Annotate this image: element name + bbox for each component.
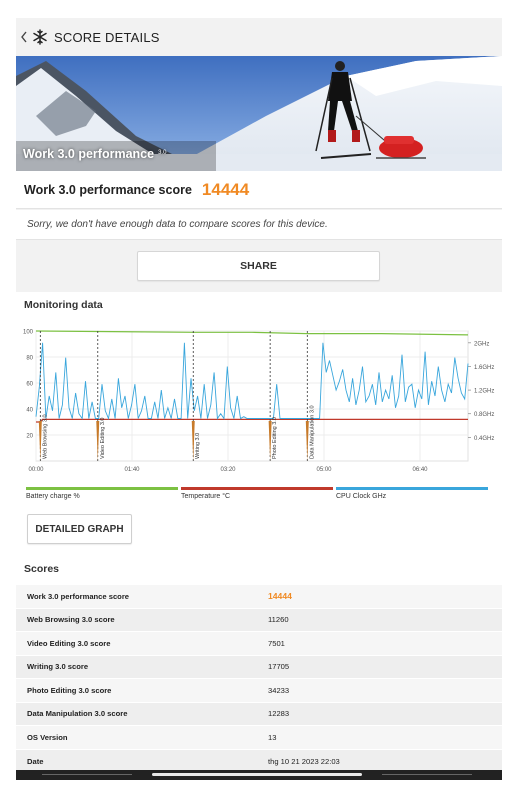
x-tick-label: 05:00 <box>316 467 332 473</box>
scores-section: Scores Work 3.0 performance score 14444 W… <box>16 554 502 773</box>
score-row-value: 13 <box>268 732 277 742</box>
table-row: OS Version 13 <box>16 725 502 749</box>
series-line-temperature <box>36 418 468 423</box>
score-row-value: 34233 <box>268 685 290 695</box>
score-row-label: Date <box>27 756 44 766</box>
phase-marker-spike <box>38 421 42 461</box>
system-navigation-bar <box>16 770 502 780</box>
y-right-tick-label: 0.4GHz <box>474 436 494 442</box>
score-row-value: 17705 <box>268 662 290 672</box>
x-tick-label: 00:00 <box>28 467 44 473</box>
legend-label-temperature: Temperature °C <box>181 493 231 500</box>
legend-swatch-cpu <box>336 487 488 490</box>
y-right-tick-label: 1.2GHz <box>474 389 494 395</box>
monitoring-chart: 20 40 60 80 100 0.4GHz 0.8GHz 1.2GHz 1.6GHz 2GHz 0… <box>23 330 494 474</box>
hero-title: Work 3.0 performance 3.0 <box>23 147 167 161</box>
page-title: SCORE DETAILS <box>54 29 160 45</box>
y-right-tick-label: 2GHz <box>474 341 489 347</box>
phase-marker-spike <box>305 421 309 461</box>
score-row-label: Work 3.0 performance score <box>27 591 129 601</box>
hero-version-sup: 3.0 <box>158 150 167 156</box>
series-line-battery <box>35 330 469 336</box>
phase-marker-spike <box>268 421 272 461</box>
series-line-cpu <box>35 342 469 421</box>
plot-area <box>35 330 469 462</box>
y-right-tick-label: 0.8GHz <box>474 412 494 418</box>
score-row-value: 7501 <box>268 638 285 648</box>
score-value: 14444 <box>201 179 250 199</box>
phase-marker-label: Web Browsing 3.0 <box>42 414 48 459</box>
score-row-label: Photo Editing 3.0 score <box>27 685 112 695</box>
snowflake-icon <box>33 29 47 45</box>
score-row-label: Video Editing 3.0 score <box>27 638 111 648</box>
monitoring-section: Monitoring data 20 40 60 80 100 0.4GHz 0.8GHz 1… <box>16 292 502 564</box>
legend-label-battery: Battery charge % <box>26 493 80 500</box>
x-tick-label: 01:40 <box>124 467 140 473</box>
table-row: Data Manipulation 3.0 score 12283 <box>16 702 502 726</box>
phase-marker-label: Writing 3.0 <box>195 433 201 459</box>
share-button[interactable]: SHARE <box>137 251 380 281</box>
nav-divider-left <box>42 774 132 775</box>
phase-marker-label: Data Manipulation 3.0 <box>309 405 315 459</box>
score-row-label: OS Version <box>27 732 68 742</box>
score-row-label: Web Browsing 3.0 score <box>27 615 115 625</box>
scores-title: Scores <box>24 563 60 575</box>
overall-score-card: Work 3.0 performance score 14444 <box>16 171 502 209</box>
y-left-tick-label: 100 <box>23 330 34 336</box>
chevron-left-icon[interactable] <box>18 27 30 47</box>
table-row: Photo Editing 3.0 score 34233 <box>16 678 502 702</box>
hero-skier-image <box>16 56 502 171</box>
phase-marker-label: Video Editing 3.0 <box>100 418 106 460</box>
monitoring-title: Monitoring data <box>24 299 103 311</box>
legend-item-cpu: CPU Clock GHz <box>336 487 488 500</box>
score-row-label: Writing 3.0 score <box>27 662 89 672</box>
table-row: Web Browsing 3.0 score 11260 <box>16 608 502 632</box>
legend-item-temperature: Temperature °C <box>181 487 333 500</box>
table-row: Writing 3.0 score 17705 <box>16 655 502 679</box>
y-right-tick-label: 1.6GHz <box>474 365 494 371</box>
legend-swatch-temperature <box>181 487 333 490</box>
phase-marker-label: Photo Editing 3.0 <box>272 417 278 459</box>
hero-banner: Work 3.0 performance 3.0 <box>16 56 502 171</box>
phase-marker-spike <box>96 421 100 461</box>
table-row: Video Editing 3.0 score 7501 <box>16 631 502 655</box>
nav-divider-right <box>382 774 472 775</box>
score-row-value: 14444 <box>268 591 292 602</box>
detailed-graph-button[interactable]: DETAILED GRAPH <box>27 514 132 544</box>
score-row-value: thg 10 21 2023 22:03 <box>268 756 340 766</box>
table-row: Work 3.0 performance score 14444 <box>16 584 502 608</box>
comparison-notice: Sorry, we don't have enough data to comp… <box>16 210 502 240</box>
y-left-tick-label: 80 <box>26 356 33 362</box>
home-gesture-handle[interactable] <box>152 773 362 776</box>
top-app-bar: SCORE DETAILS <box>16 18 502 56</box>
x-tick-label: 03:20 <box>220 467 236 473</box>
app-frame: SCORE DETAILS <box>16 18 502 780</box>
share-section: SHARE <box>16 241 502 289</box>
legend-item-battery: Battery charge % <box>26 487 178 500</box>
legend-label-cpu: CPU Clock GHz <box>336 493 387 500</box>
table-row: Date thg 10 21 2023 22:03 <box>16 749 502 773</box>
y-left-tick-label: 40 <box>26 408 33 414</box>
y-left-tick-label: 60 <box>26 382 33 388</box>
scores-table: Work 3.0 performance score 14444 Web Brow… <box>16 584 502 773</box>
score-row-value: 11260 <box>268 615 289 625</box>
phase-marker-spike <box>191 421 195 461</box>
x-tick-label: 06:40 <box>412 467 428 473</box>
score-row-label: Data Manipulation 3.0 score <box>27 709 128 719</box>
score-label: Work 3.0 performance score <box>24 182 192 197</box>
score-row-value: 12283 <box>268 709 290 719</box>
legend-swatch-battery <box>26 487 178 490</box>
y-left-tick-label: 20 <box>26 434 33 440</box>
